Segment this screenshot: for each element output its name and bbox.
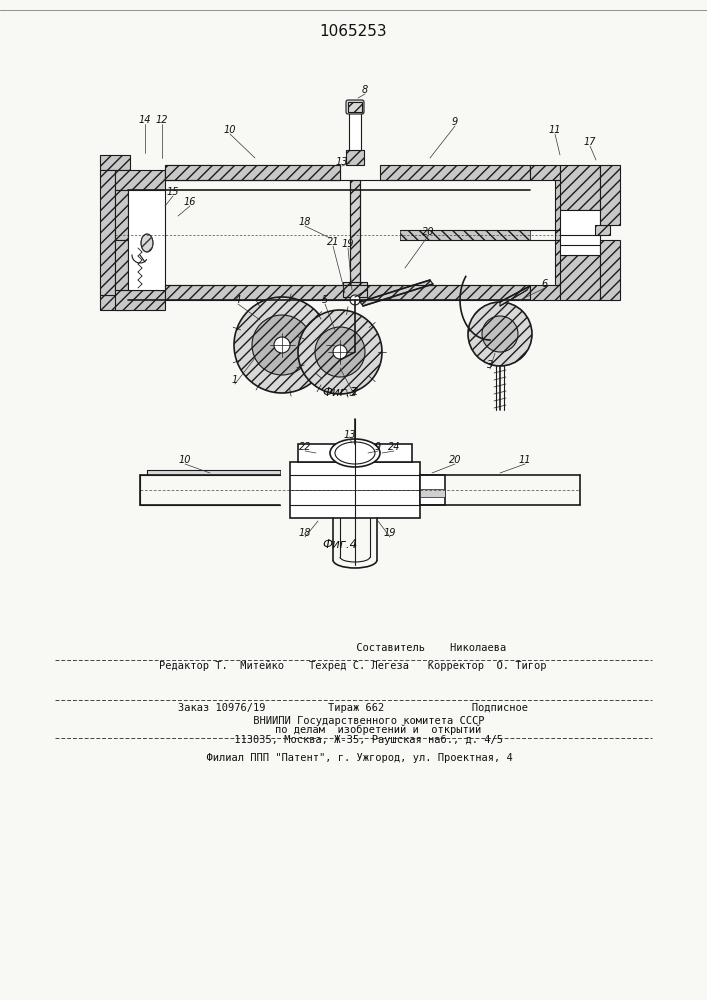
Polygon shape: [100, 155, 130, 170]
Bar: [346, 150, 364, 165]
Polygon shape: [140, 470, 280, 475]
Polygon shape: [115, 290, 165, 310]
Text: 8: 8: [362, 85, 368, 95]
Text: 5: 5: [322, 295, 328, 305]
Circle shape: [333, 345, 347, 359]
Circle shape: [350, 295, 360, 305]
Polygon shape: [115, 240, 128, 290]
Bar: [128, 190, 165, 290]
Text: 6: 6: [542, 279, 548, 289]
Circle shape: [274, 337, 290, 353]
Text: 9: 9: [452, 117, 458, 127]
Polygon shape: [165, 165, 340, 180]
Bar: [420, 475, 445, 505]
Circle shape: [234, 297, 330, 393]
Text: 19: 19: [341, 239, 354, 249]
Text: 13: 13: [344, 430, 356, 440]
Polygon shape: [360, 280, 433, 306]
Polygon shape: [560, 255, 600, 300]
Bar: [343, 282, 367, 297]
Text: 15: 15: [167, 187, 180, 197]
Polygon shape: [500, 286, 530, 306]
Text: 11: 11: [519, 455, 531, 465]
Text: ВНИИПИ Государственного комитета СССР: ВНИИПИ Государственного комитета СССР: [222, 716, 484, 726]
Ellipse shape: [330, 439, 380, 467]
Text: 2: 2: [352, 387, 358, 397]
Text: 12: 12: [156, 115, 168, 125]
Text: 4: 4: [235, 295, 241, 305]
Text: 113035, Москва, Ж-35, Раушская наб., д. 4/5: 113035, Москва, Ж-35, Раушская наб., д. …: [203, 735, 503, 745]
Polygon shape: [100, 170, 115, 295]
Text: 10: 10: [179, 455, 192, 465]
Polygon shape: [115, 190, 128, 240]
Polygon shape: [600, 240, 620, 300]
Circle shape: [252, 315, 312, 375]
Bar: [420, 489, 445, 497]
Text: 11: 11: [549, 125, 561, 135]
Text: 3: 3: [487, 360, 493, 370]
Polygon shape: [165, 285, 530, 300]
Text: Редактор Т.  Митейко    Техред С. Легеза   Корректор  О. Тигор: Редактор Т. Митейко Техред С. Легеза Кор…: [159, 661, 547, 671]
Bar: [348, 102, 362, 112]
Text: 16: 16: [184, 197, 197, 207]
Text: 20: 20: [422, 227, 434, 237]
Text: 19: 19: [384, 528, 396, 538]
Text: Филиал ППП "Патент", г. Ужгород, ул. Проектная, 4: Филиал ППП "Патент", г. Ужгород, ул. Про…: [194, 753, 513, 763]
Text: 21: 21: [327, 237, 339, 247]
Circle shape: [315, 327, 365, 377]
Text: 14: 14: [139, 115, 151, 125]
Polygon shape: [380, 165, 530, 180]
Text: 1065253: 1065253: [319, 24, 387, 39]
Polygon shape: [560, 165, 600, 210]
Polygon shape: [555, 180, 580, 285]
Text: 10: 10: [223, 125, 236, 135]
Polygon shape: [165, 165, 340, 180]
Text: 24: 24: [387, 442, 400, 452]
Polygon shape: [530, 285, 560, 300]
Text: Фиг.4: Фиг.4: [322, 538, 358, 552]
Circle shape: [468, 302, 532, 366]
Bar: [350, 180, 360, 285]
Ellipse shape: [141, 234, 153, 252]
Bar: [560, 210, 600, 255]
Circle shape: [482, 316, 518, 352]
Circle shape: [298, 310, 382, 394]
Text: Составитель    Николаева: Составитель Николаева: [200, 643, 506, 653]
Text: 1: 1: [232, 375, 238, 385]
Bar: [298, 444, 412, 462]
Polygon shape: [100, 295, 130, 310]
Text: 17: 17: [584, 137, 596, 147]
Bar: [349, 110, 361, 150]
Polygon shape: [600, 165, 620, 225]
Text: 20: 20: [449, 455, 461, 465]
Text: 18: 18: [299, 217, 311, 227]
Text: 13: 13: [336, 157, 349, 167]
Ellipse shape: [335, 442, 375, 464]
Polygon shape: [115, 170, 165, 190]
Text: 22: 22: [299, 442, 311, 452]
Text: Заказ 10976/19          Тираж 662              Подписное: Заказ 10976/19 Тираж 662 Подписное: [178, 703, 528, 713]
Bar: [290, 462, 420, 518]
Text: Фиг.3: Фиг.3: [322, 385, 358, 398]
Text: по делам  изобретений и  открытий: по делам изобретений и открытий: [225, 725, 481, 735]
Text: 18: 18: [299, 528, 311, 538]
Polygon shape: [530, 165, 560, 180]
FancyBboxPatch shape: [346, 100, 364, 114]
Polygon shape: [595, 225, 610, 235]
Polygon shape: [400, 230, 530, 240]
Text: 9: 9: [375, 442, 381, 452]
